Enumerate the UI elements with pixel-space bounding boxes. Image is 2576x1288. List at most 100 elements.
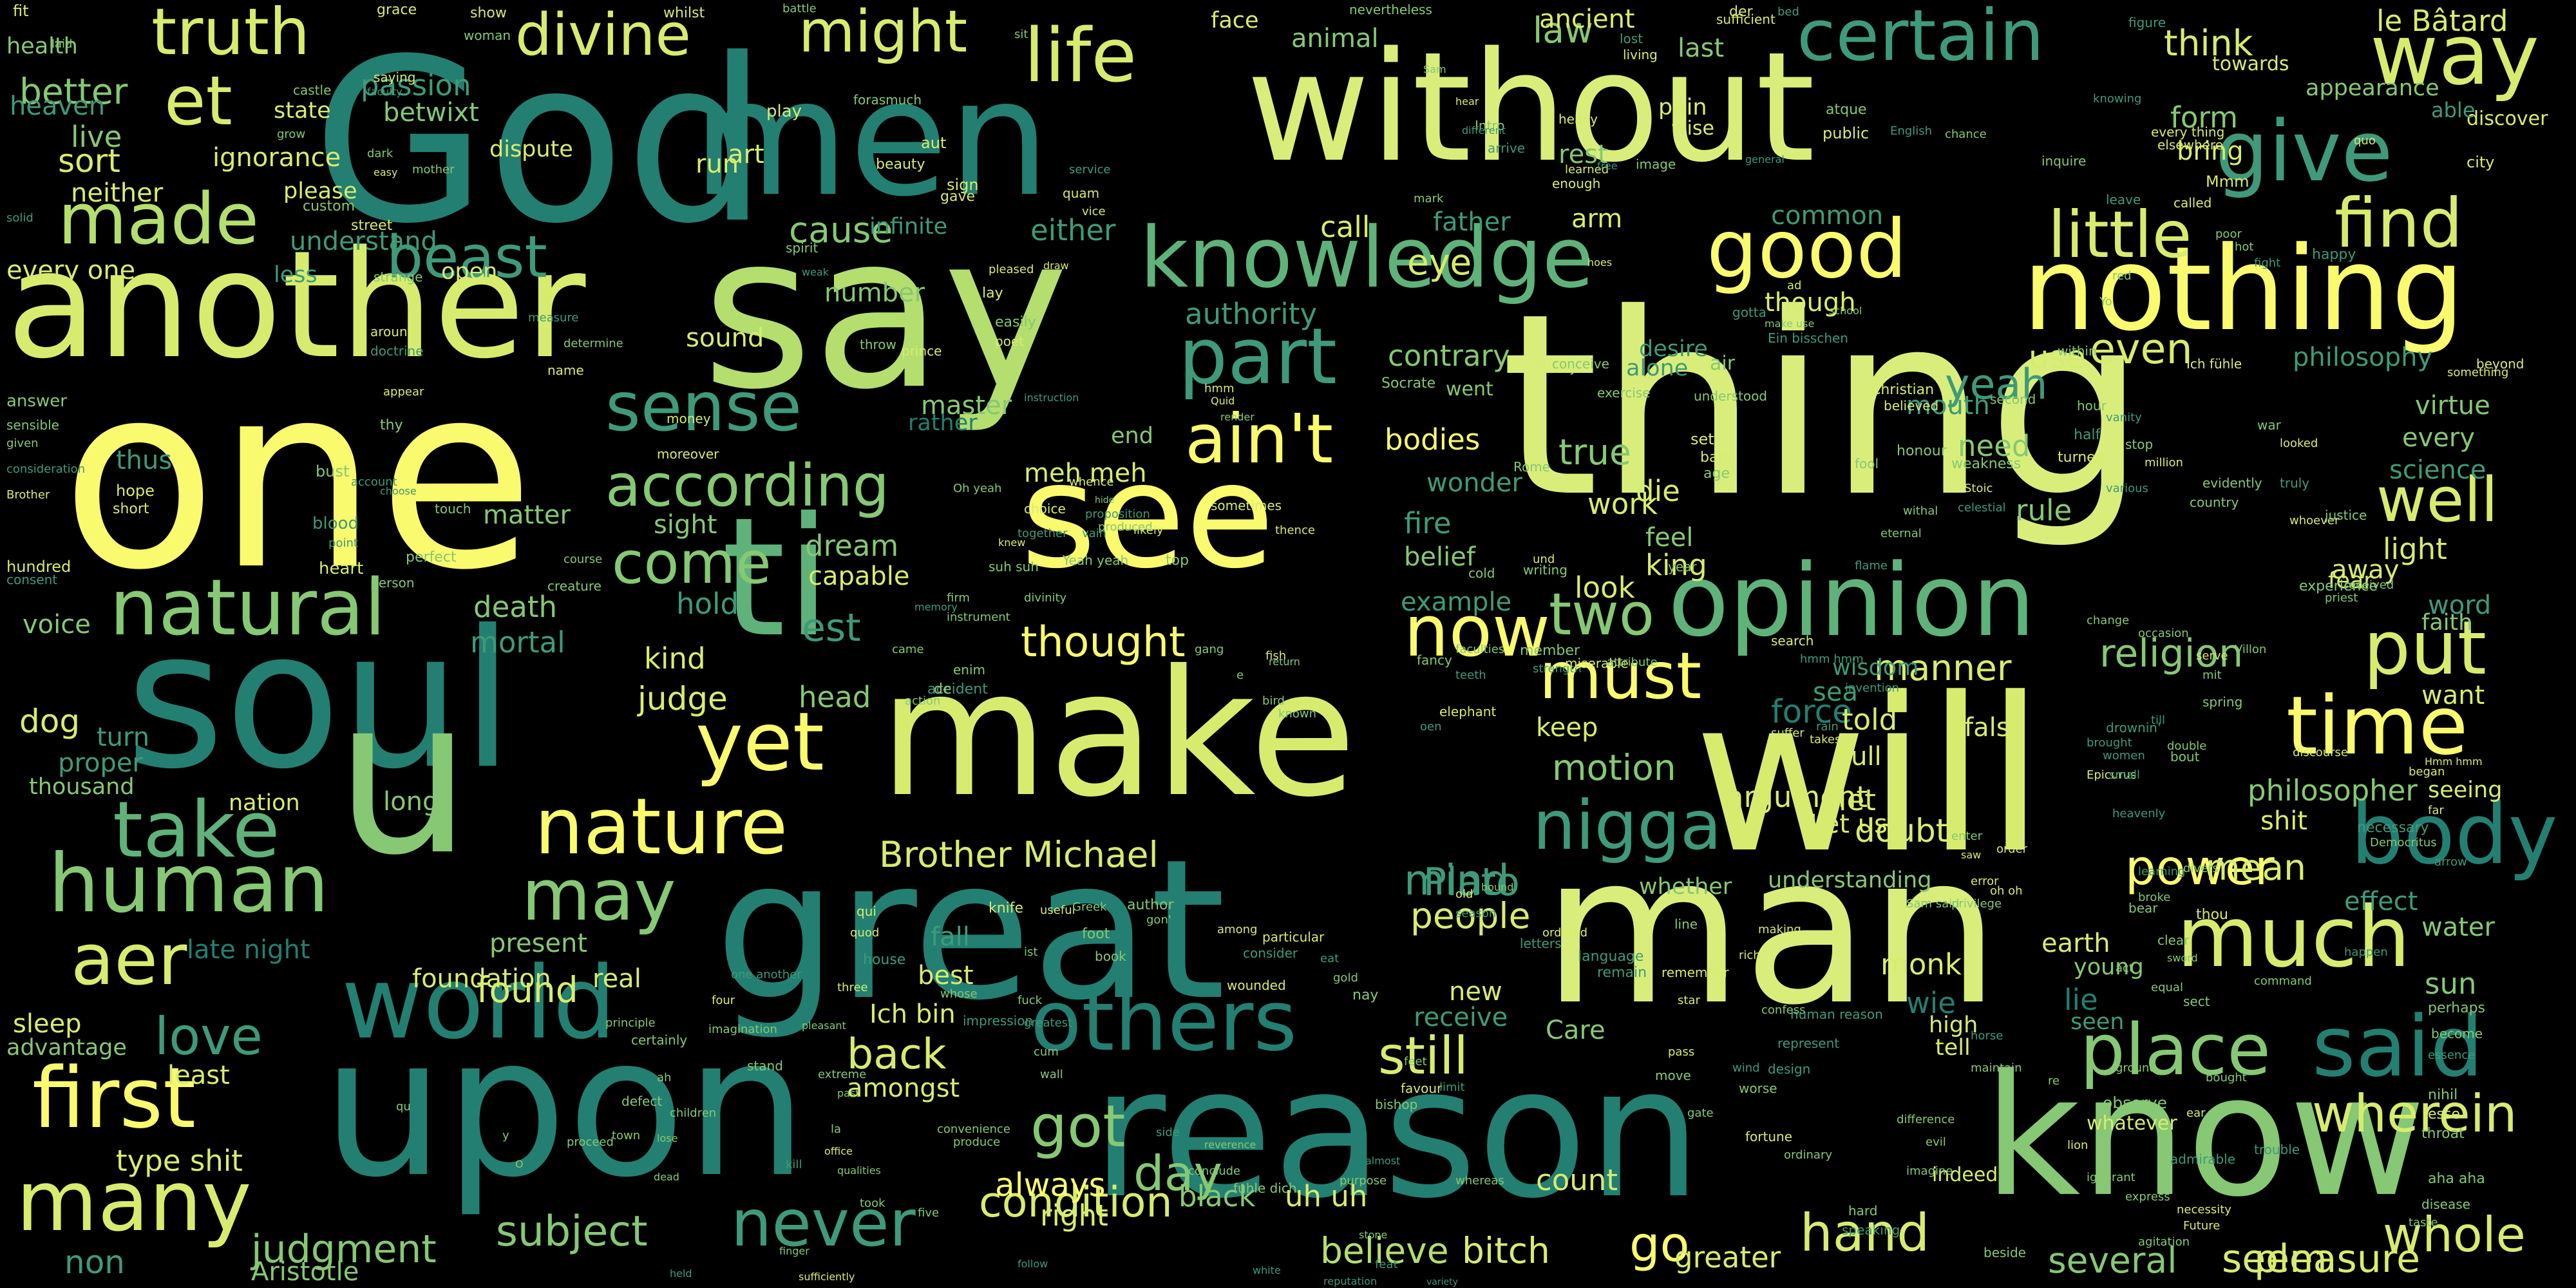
cloud-word: go xyxy=(1629,1216,1690,1273)
cloud-word: non xyxy=(64,1244,125,1281)
cloud-word-small: determine xyxy=(564,337,623,350)
cloud-word-small: Yo xyxy=(2099,295,2112,308)
cloud-word-small: esse xyxy=(2428,1106,2460,1122)
cloud-word-small: follow xyxy=(1018,1258,1048,1270)
cloud-word-small: und xyxy=(1533,553,1555,566)
cloud-word: turn xyxy=(97,723,150,752)
cloud-word: sound xyxy=(686,323,764,353)
cloud-word: fire xyxy=(1404,506,1452,540)
cloud-word: desire xyxy=(1639,336,1708,362)
cloud-word: judge xyxy=(638,680,728,717)
cloud-word-small: image xyxy=(1636,156,1676,172)
cloud-word-small: gate xyxy=(1687,1106,1714,1120)
cloud-word-small: line xyxy=(1674,916,1698,932)
cloud-word-small: stone xyxy=(1359,1229,1388,1241)
cloud-word: human xyxy=(48,837,330,931)
cloud-word: take xyxy=(113,786,280,875)
cloud-word-small: beyond xyxy=(2476,356,2524,372)
cloud-word-small: attribute xyxy=(1607,656,1658,669)
cloud-word: knowledge xyxy=(1140,209,1594,307)
cloud-word-small: Quid xyxy=(1211,395,1235,407)
cloud-word: virtue xyxy=(2415,391,2490,421)
cloud-word-small: measure xyxy=(528,311,579,325)
cloud-word-small: Sam said xyxy=(1906,897,1960,911)
cloud-word-small: foot xyxy=(1082,926,1110,942)
cloud-word-small: Ein bisschen xyxy=(1768,330,1848,346)
cloud-word-small: bought xyxy=(2206,1071,2247,1084)
cloud-word-small: Brother xyxy=(6,488,50,502)
cloud-word-small: design xyxy=(1768,1061,1811,1077)
cloud-word: dog xyxy=(19,703,80,740)
cloud-word: though xyxy=(1765,288,1856,317)
cloud-word-small: brought xyxy=(2087,736,2132,750)
cloud-word-small: top xyxy=(1166,553,1189,569)
cloud-word-small: elsewhere xyxy=(2157,137,2224,153)
cloud-word: feel xyxy=(1645,523,1694,553)
cloud-word-small: free xyxy=(1597,160,1618,172)
cloud-word: every one xyxy=(6,256,136,285)
cloud-word-small: easy xyxy=(374,166,398,178)
cloud-word: animal xyxy=(1291,24,1379,53)
cloud-word-small: elephant xyxy=(1439,704,1497,719)
cloud-word-small: remember xyxy=(1662,965,1729,980)
cloud-word: use xyxy=(2029,339,2086,376)
cloud-word: others xyxy=(1030,972,1298,1070)
cloud-word-small: touch xyxy=(435,501,471,516)
cloud-word: said xyxy=(2312,998,2484,1095)
cloud-word: sea xyxy=(1813,677,1858,707)
cloud-word: run xyxy=(696,149,739,179)
cloud-word-small: consideration xyxy=(6,462,86,476)
cloud-word-small: gave xyxy=(940,189,976,205)
cloud-word: number xyxy=(824,278,925,308)
cloud-word-small: ordered xyxy=(1542,926,1588,940)
cloud-word: voice xyxy=(23,610,91,639)
cloud-word: infinite xyxy=(869,214,948,240)
cloud-word-small: clear xyxy=(2157,933,2190,948)
cloud-word-small: stop xyxy=(2125,437,2154,452)
cloud-word: many xyxy=(16,1152,252,1250)
cloud-word-small: knowing xyxy=(2093,92,2142,106)
cloud-word: whatever xyxy=(2087,1112,2177,1135)
cloud-word-small: draw xyxy=(1043,260,1069,272)
cloud-word-small: Democritus xyxy=(2370,836,2437,849)
cloud-word-small: human reason xyxy=(1790,1007,1883,1022)
cloud-word-small: fool xyxy=(1855,456,1879,471)
cloud-word-small: heavenly xyxy=(2112,807,2166,820)
cloud-word: capable xyxy=(808,562,910,591)
cloud-word-small: understood xyxy=(1694,388,1768,404)
cloud-word: thought xyxy=(1021,618,1186,667)
cloud-word-small: sign xyxy=(947,176,979,194)
cloud-word: put xyxy=(2363,605,2486,692)
cloud-word-small: feat xyxy=(1375,1258,1398,1271)
cloud-word: day xyxy=(1133,1145,1222,1202)
cloud-word-small: feet xyxy=(1404,1055,1427,1068)
cloud-word-small: discover xyxy=(2467,108,2548,130)
cloud-word: went xyxy=(1446,378,1493,401)
cloud-word: know xyxy=(1984,1039,2427,1234)
cloud-word-small: city xyxy=(2467,153,2495,171)
cloud-word-small: Oh yeah xyxy=(953,482,1002,495)
cloud-word-small: confess xyxy=(1761,1003,1806,1017)
cloud-word-small: ah xyxy=(657,1071,672,1084)
cloud-word: part xyxy=(1179,312,1338,402)
cloud-word: light xyxy=(2383,532,2447,566)
cloud-word: nigga xyxy=(1533,786,1722,865)
cloud-word: Brother Michael xyxy=(879,834,1159,875)
cloud-word: now xyxy=(1404,590,1550,672)
cloud-word: beast xyxy=(386,223,547,291)
cloud-word: wisdom xyxy=(1832,655,1919,681)
cloud-word: uh uh xyxy=(1285,1179,1368,1213)
cloud-word: aer xyxy=(71,918,187,1001)
cloud-word: end xyxy=(1111,423,1153,449)
cloud-word-small: nay xyxy=(1352,987,1379,1003)
cloud-word: example xyxy=(1401,587,1512,617)
cloud-word-small: extreme xyxy=(818,1068,867,1081)
cloud-word-small: half xyxy=(2074,427,2101,443)
cloud-word-small: quam xyxy=(1063,185,1100,201)
cloud-word-small: instrument xyxy=(947,611,1010,624)
cloud-word: sun xyxy=(2425,967,2477,1001)
cloud-word-small: principle xyxy=(605,1016,656,1030)
cloud-word-small: horse xyxy=(1971,1029,2003,1043)
cloud-word-small: limit xyxy=(1439,1081,1465,1094)
cloud-word: face xyxy=(1211,8,1259,33)
